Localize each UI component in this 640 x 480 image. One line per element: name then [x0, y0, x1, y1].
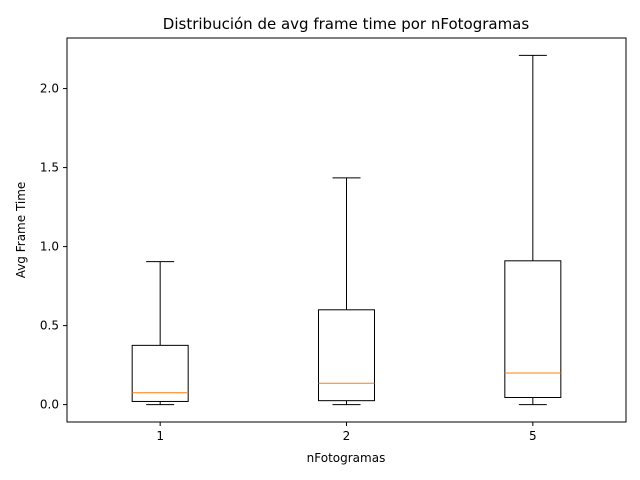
y-tick-label: 0.0	[40, 398, 59, 412]
y-axis-label: Avg Frame Time	[14, 182, 28, 279]
box-iqr	[504, 260, 562, 399]
box-group-2	[318, 177, 375, 406]
box-iqr	[318, 309, 375, 402]
box-group-1	[131, 261, 189, 406]
x-tick-label: 2	[343, 429, 351, 443]
plot-area	[131, 54, 562, 406]
y-tick-label: 2.0	[40, 82, 59, 96]
y-tick-label: 0.5	[40, 319, 59, 333]
box-group-5	[504, 54, 562, 406]
y-tick-label: 1.0	[40, 240, 59, 254]
chart-title: Distribución de avg frame time por nFoto…	[163, 15, 530, 33]
y-tick-label: 1.5	[40, 161, 59, 175]
x-axis-label: nFotogramas	[307, 451, 386, 465]
x-tick-label: 1	[156, 429, 164, 443]
box-iqr	[131, 344, 189, 402]
x-tick-label: 5	[529, 429, 537, 443]
